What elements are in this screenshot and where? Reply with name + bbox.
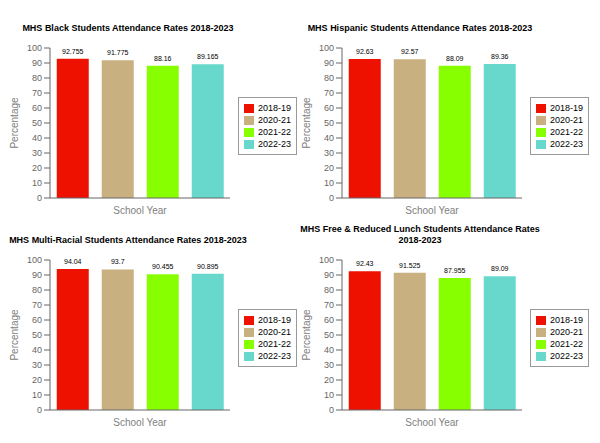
svg-text:0: 0 [37,193,42,203]
svg-text:100: 100 [319,255,334,265]
svg-text:30: 30 [324,360,334,370]
svg-text:20: 20 [32,375,42,385]
svg-text:50: 50 [32,330,42,340]
svg-text:Percentage: Percentage [9,97,20,149]
svg-text:Percentage: Percentage [301,97,312,149]
html-text:2020-21: 2020-21 [258,115,291,125]
svg-text:70: 70 [324,88,334,98]
svg-text:89.36: 89.36 [491,53,509,60]
html-text:MHS Multi-Racial Students Atte: MHS Multi-Racial Students Attendance Rat… [9,235,247,245]
svg-text:90: 90 [32,270,42,280]
svg-text:50: 50 [324,118,334,128]
svg-text:94.04: 94.04 [64,258,82,265]
svg-text:20: 20 [324,163,334,173]
html-text:2018-19: 2018-19 [550,315,583,325]
svg-text:20: 20 [32,163,42,173]
svg-text:10: 10 [324,178,334,188]
html-text:2018-19: 2018-19 [258,103,291,113]
html-text:2022-23: 2022-23 [258,139,291,149]
html-text:2022-23: 2022-23 [258,351,291,361]
svg-text:50: 50 [324,330,334,340]
svg-text:School Year: School Year [405,205,459,216]
svg-text:Percentage: Percentage [301,309,312,361]
svg-text:0: 0 [37,405,42,415]
svg-text:80: 80 [324,285,334,295]
html-text:MHS Black Students Attendance: MHS Black Students Attendance Rates 2018… [22,23,234,33]
svg-text:0: 0 [329,193,334,203]
svg-text:10: 10 [32,390,42,400]
html-text:2021-22: 2021-22 [258,127,291,137]
svg-text:40: 40 [324,133,334,143]
svg-text:92.63: 92.63 [356,48,374,55]
svg-text:100: 100 [319,43,334,53]
svg-text:30: 30 [32,148,42,158]
svg-text:90: 90 [32,58,42,68]
svg-text:20: 20 [324,375,334,385]
svg-text:90.455: 90.455 [152,263,174,270]
svg-text:70: 70 [32,88,42,98]
svg-text:Percentage: Percentage [9,309,20,361]
svg-text:60: 60 [324,315,334,325]
svg-text:92.57: 92.57 [401,48,419,55]
html-text:2020-21: 2020-21 [550,327,583,337]
svg-text:60: 60 [324,103,334,113]
svg-text:10: 10 [32,178,42,188]
svg-text:90: 90 [324,58,334,68]
svg-text:92.755: 92.755 [62,48,84,55]
svg-text:0: 0 [329,405,334,415]
html-text:2021-22: 2021-22 [550,127,583,137]
svg-text:80: 80 [32,73,42,83]
svg-text:School Year: School Year [113,205,167,216]
html-text:MHS Free & Reduced Lunch Stude: MHS Free & Reduced Lunch Students Attend… [300,224,540,245]
svg-text:80: 80 [32,285,42,295]
html-text:2021-22: 2021-22 [258,339,291,349]
html-text:MHS Hispanic Students Attendan: MHS Hispanic Students Attendance Rates 2… [307,23,533,33]
svg-text:60: 60 [32,103,42,113]
html-text:2021-22: 2021-22 [550,339,583,349]
svg-text:100: 100 [27,255,42,265]
svg-text:10: 10 [324,390,334,400]
svg-text:70: 70 [324,300,334,310]
svg-text:40: 40 [324,345,334,355]
svg-text:40: 40 [32,345,42,355]
html-text:2020-21: 2020-21 [550,115,583,125]
svg-text:80: 80 [324,73,334,83]
html-text:2022-23: 2022-23 [550,351,583,361]
svg-text:87.955: 87.955 [444,267,466,274]
svg-text:89.09: 89.09 [491,265,509,272]
svg-text:90: 90 [324,270,334,280]
svg-text:30: 30 [32,360,42,370]
html-text:2018-19: 2018-19 [258,315,291,325]
svg-text:93.7: 93.7 [111,258,125,265]
html-text:2022-23: 2022-23 [550,139,583,149]
svg-text:50: 50 [32,118,42,128]
svg-text:92.43: 92.43 [356,260,374,267]
svg-text:40: 40 [32,133,42,143]
html-text:2020-21: 2020-21 [258,327,291,337]
svg-text:88.16: 88.16 [154,55,172,62]
svg-text:88.09: 88.09 [446,55,464,62]
svg-text:60: 60 [32,315,42,325]
html-text:2018-19: 2018-19 [550,103,583,113]
svg-text:70: 70 [32,300,42,310]
svg-text:91.525: 91.525 [399,262,421,269]
svg-text:90.895: 90.895 [197,263,219,270]
svg-text:School Year: School Year [405,417,459,428]
svg-text:100: 100 [27,43,42,53]
svg-text:91.775: 91.775 [107,49,129,56]
svg-text:30: 30 [324,148,334,158]
svg-text:School Year: School Year [113,417,167,428]
svg-text:89.165: 89.165 [197,53,219,60]
